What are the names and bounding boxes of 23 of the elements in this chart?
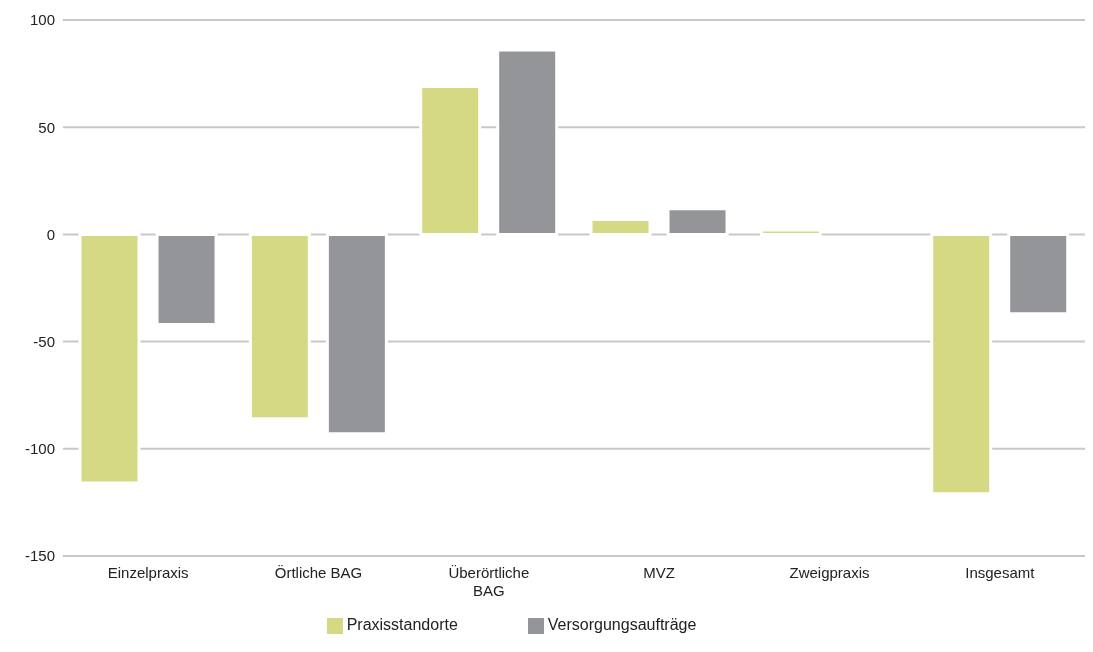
x-tick-label: MVZ <box>643 564 675 581</box>
y-tick-label: 50 <box>38 118 55 136</box>
y-tick-label: -100 <box>24 440 55 458</box>
x-tick-label: Örtliche BAG <box>274 564 363 581</box>
y-tick-label: 0 <box>46 225 55 243</box>
y-tick-label: 100 <box>29 11 55 29</box>
bar <box>78 232 141 485</box>
bar <box>930 232 993 496</box>
y-tick-label: -50 <box>33 332 55 350</box>
bar <box>759 228 822 236</box>
bar <box>1007 232 1070 316</box>
x-tick-label: Zweigpraxis <box>789 564 870 581</box>
legend-label: Versorgungsaufträge <box>547 616 697 633</box>
bar <box>155 232 218 326</box>
bar <box>325 232 388 436</box>
y-tick-label: -150 <box>24 547 55 565</box>
bar <box>248 232 311 421</box>
legend-label: Praxisstandorte <box>346 616 458 633</box>
bar <box>496 48 559 236</box>
bar <box>666 207 729 236</box>
x-tick-label: Einzelpraxis <box>107 564 189 581</box>
x-tick-label: Insgesamt <box>965 564 1036 581</box>
x-tick-label: Überörtliche BAG <box>448 564 530 599</box>
